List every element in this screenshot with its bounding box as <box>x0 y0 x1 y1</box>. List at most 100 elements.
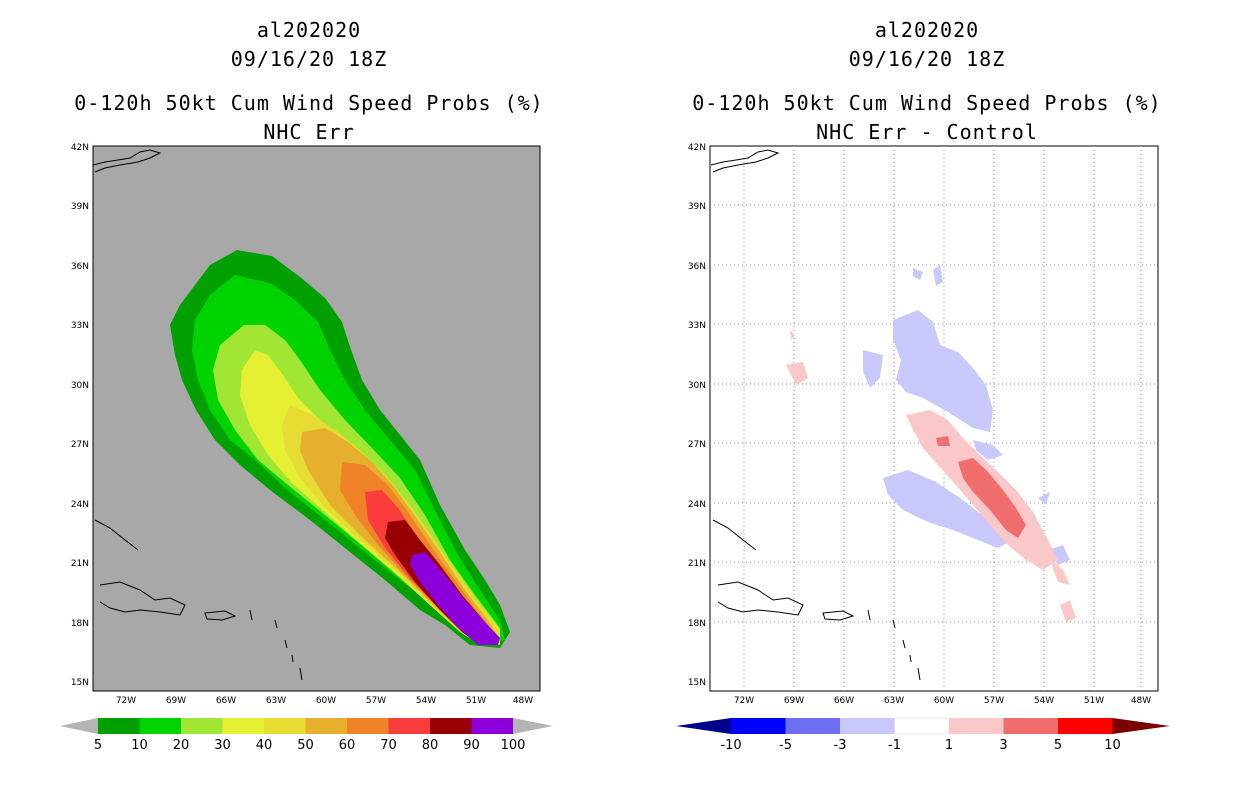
caribbean-coast-1 <box>712 519 757 551</box>
lat-label: 33N <box>688 321 706 331</box>
positive-diff-region <box>936 436 950 446</box>
lat-label: 18N <box>71 619 89 629</box>
forecast-datetime: 09/16/20 18Z <box>848 47 1006 71</box>
lon-label: 54W <box>416 696 436 706</box>
product-title: 0-120h 50kt Cum Wind Speed Probs (%) <box>692 91 1162 115</box>
colorbar-label: 10 <box>131 738 148 753</box>
lat-label: 21N <box>71 559 89 569</box>
negative-diff-region <box>863 350 883 388</box>
colorbar-segment <box>1003 718 1058 734</box>
puerto-rico-coast <box>822 610 855 621</box>
colorbar-segment <box>139 718 181 734</box>
storm-id: al202020 <box>256 18 362 42</box>
coastlines <box>710 149 921 681</box>
colorbar-label: -10 <box>720 738 741 753</box>
lon-label: 66W <box>216 696 236 706</box>
product-subtitle: NHC Err <box>263 120 355 144</box>
colorbar-segment <box>181 718 223 734</box>
hispaniola-coast <box>717 581 804 616</box>
colorbar-segment <box>222 718 264 734</box>
lon-label: 57W <box>366 696 386 706</box>
lon-label: 69W <box>784 696 804 706</box>
probability-swath <box>170 250 510 648</box>
lon-label: 51W <box>466 696 486 706</box>
lon-label: 51W <box>1084 696 1104 706</box>
colorbar-over-arrow <box>513 718 553 734</box>
colorbar-segment <box>471 718 513 734</box>
lat-label: 30N <box>71 381 89 391</box>
lat-label: 42N <box>71 143 89 153</box>
colorbar-label: 80 <box>422 738 439 753</box>
colorbar-segment <box>840 718 895 734</box>
colorbar-segment <box>347 718 389 734</box>
colorbar-segment <box>731 718 786 734</box>
positive-diff-region <box>958 458 1026 538</box>
lat-label: 42N <box>688 143 706 153</box>
lat-label: 27N <box>71 440 89 450</box>
positive-diff-region <box>790 330 795 340</box>
colorbar-segment <box>264 718 306 734</box>
lon-label: 63W <box>884 696 904 706</box>
positive-diff-region <box>1048 555 1070 585</box>
left-map: 42N 39N 36N 33N 30N 27N 24N 21N 18N 15N … <box>60 143 553 753</box>
colorbar-label: 100 <box>501 738 526 753</box>
lat-label: 27N <box>688 440 706 450</box>
colorbar-segment <box>305 718 347 734</box>
colorbar-label: 30 <box>214 738 231 753</box>
lat-label: 15N <box>71 678 89 688</box>
lat-label: 24N <box>688 500 706 510</box>
lat-label: 39N <box>71 202 89 212</box>
hispaniola-coast <box>99 581 186 616</box>
colorbar-segment <box>785 718 840 734</box>
puerto-rico-coast <box>204 610 237 621</box>
lat-label: 24N <box>71 500 89 510</box>
lon-label: 48W <box>513 696 533 706</box>
coastlines <box>92 149 303 681</box>
colorbar-label: 5 <box>94 738 102 753</box>
lesser-antilles <box>867 609 921 681</box>
colorbar-label: 50 <box>297 738 314 753</box>
colorbar-label: 5 <box>1054 738 1062 753</box>
lat-label: 15N <box>688 678 706 688</box>
positive-diff-region <box>786 362 808 385</box>
lat-label: 21N <box>688 559 706 569</box>
negative-diff-region <box>933 265 943 286</box>
lat-label: 30N <box>688 381 706 391</box>
contour-90 <box>410 552 500 645</box>
negative-diff-region <box>1048 545 1070 565</box>
negative-diff-region <box>883 470 1013 548</box>
colorbar-label: -5 <box>779 738 792 753</box>
us-northeast-coast <box>92 149 162 173</box>
storm-id: al202020 <box>874 18 980 42</box>
colorbar-label: -1 <box>888 738 901 753</box>
negative-diff-region <box>913 268 923 280</box>
right-panel: al202020 09/16/20 18Z 0-120h 50kt Cum Wi… <box>618 0 1236 800</box>
lon-labels: 72W 69W 66W 63W 60W 57W 54W 51W 48W <box>116 696 533 706</box>
colorbar: -10 -5 -3 -1 1 3 5 10 <box>676 717 1170 753</box>
colorbar-segment <box>894 717 950 735</box>
positive-diff-region <box>1060 600 1076 622</box>
lon-label: 66W <box>834 696 854 706</box>
negative-diff-region <box>1038 492 1050 505</box>
lon-label: 60W <box>316 696 336 706</box>
us-northeast-coast <box>710 149 780 173</box>
colorbar: 5 10 20 30 40 50 60 70 80 90 100 <box>60 718 553 753</box>
colorbar-label: 20 <box>173 738 190 753</box>
forecast-datetime: 09/16/20 18Z <box>230 47 388 71</box>
difference-field <box>786 265 1076 622</box>
lat-labels: 42N 39N 36N 33N 30N 27N 24N 21N 18N 15N <box>71 143 89 688</box>
right-map: 42N 39N 36N 33N 30N 27N 24N 21N 18N 15N … <box>676 143 1170 753</box>
colorbar-segment <box>430 718 472 734</box>
lon-labels: 72W 69W 66W 63W 60W 57W 54W 51W 48W <box>734 696 1151 706</box>
lat-labels: 42N 39N 36N 33N 30N 27N 24N 21N 18N 15N <box>688 143 706 688</box>
colorbar-label: 3 <box>999 738 1007 753</box>
colorbar-segments <box>731 717 1113 735</box>
lat-label: 36N <box>71 262 89 272</box>
lon-label: 63W <box>266 696 286 706</box>
colorbar-label: 90 <box>463 738 480 753</box>
left-panel: al202020 09/16/20 18Z 0-120h 50kt Cum Wi… <box>60 18 553 753</box>
colorbar-segment <box>98 718 140 734</box>
colorbar-under-arrow <box>676 718 731 734</box>
colorbar-label: 40 <box>256 738 273 753</box>
colorbar-over-arrow <box>1112 718 1170 734</box>
